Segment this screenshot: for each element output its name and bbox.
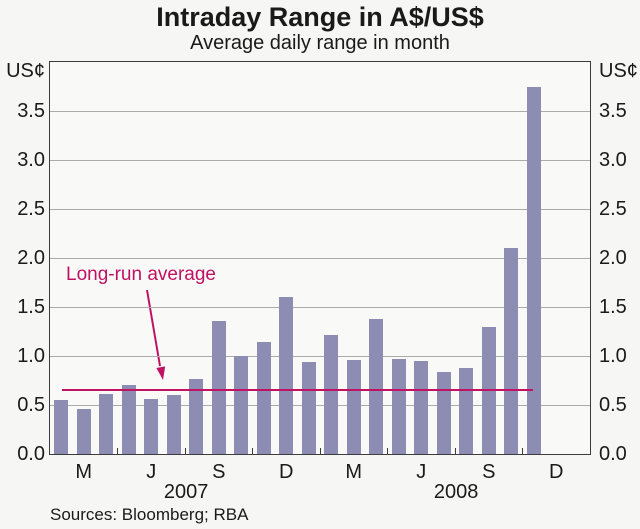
- annotation-arrowhead: [156, 366, 166, 380]
- x-tick-letter: M: [75, 461, 93, 483]
- y-axis-unit-right: US¢: [599, 60, 638, 82]
- x-tick-letter: J: [146, 461, 157, 483]
- gridline: [50, 160, 590, 161]
- x-tick-letter: D: [549, 461, 564, 483]
- bar: [211, 320, 226, 454]
- bar: [391, 358, 406, 454]
- y-tick-label-right: 3.0: [599, 149, 627, 171]
- gridline: [50, 209, 590, 210]
- y-tick-label-left: 2.5: [17, 198, 45, 220]
- bar: [166, 395, 181, 454]
- x-tick-letter: S: [212, 461, 226, 483]
- y-tick-label-right: 0.5: [599, 394, 627, 416]
- quarter-tick: [117, 448, 118, 454]
- x-tick-letter: D: [279, 461, 294, 483]
- chart-subtitle: Average daily range in month: [190, 32, 450, 54]
- quarter-tick: [522, 448, 523, 454]
- x-tick-letter: J: [416, 461, 427, 483]
- bar: [346, 359, 361, 454]
- y-tick-label-right: 0.0: [599, 443, 627, 465]
- gridline: [50, 111, 590, 112]
- bar: [279, 297, 294, 454]
- y-tick-label-right: 1.0: [599, 345, 627, 367]
- x-tick-letter: S: [482, 461, 496, 483]
- gridline: [50, 307, 590, 308]
- chart-title: Intraday Range in A$/US$: [156, 2, 484, 32]
- annotation-label: Long-run average: [66, 264, 216, 285]
- gridline: [50, 258, 590, 259]
- quarter-tick: [387, 448, 388, 454]
- bar: [189, 378, 204, 454]
- y-tick-label-left: 1.5: [17, 296, 45, 318]
- bar: [54, 400, 69, 454]
- annotation-arrow-line: [146, 289, 161, 367]
- bar: [99, 394, 114, 454]
- y-tick-label-right: 2.5: [599, 198, 627, 220]
- y-tick-label-left: 1.0: [17, 345, 45, 367]
- bar: [369, 318, 384, 454]
- bar: [301, 361, 316, 454]
- bar: [436, 371, 451, 454]
- y-tick-label-left: 0.0: [17, 443, 45, 465]
- y-tick-label-right: 1.5: [599, 296, 627, 318]
- y-tick-label-left: 0.5: [17, 394, 45, 416]
- quarter-tick: [319, 448, 321, 454]
- bar: [144, 399, 159, 454]
- sources-note: Sources: Bloomberg; RBA: [50, 505, 249, 524]
- quarter-tick: [454, 448, 456, 454]
- bar: [234, 356, 249, 454]
- y-tick-label-right: 2.0: [599, 247, 627, 269]
- x-tick-letter: M: [345, 461, 363, 483]
- y-tick-label-left: 3.0: [17, 149, 45, 171]
- quarter-tick: [184, 448, 186, 454]
- bar: [526, 87, 541, 454]
- bar: [504, 248, 519, 454]
- gridline: [50, 356, 590, 357]
- bar: [459, 367, 474, 454]
- y-tick-label-left: 3.5: [17, 100, 45, 122]
- y-axis-unit-left: US¢: [6, 60, 45, 82]
- bar: [324, 335, 339, 454]
- gridline: [50, 405, 590, 406]
- bar: [256, 342, 271, 454]
- y-tick-label-right: 3.5: [599, 100, 627, 122]
- plot-area: Long-run average: [49, 61, 591, 455]
- long-run-average-line: [62, 389, 533, 392]
- bar: [76, 408, 91, 454]
- bar: [121, 385, 136, 454]
- year-label: 2008: [433, 481, 479, 503]
- year-label: 2007: [163, 481, 209, 503]
- bar: [414, 360, 429, 454]
- y-tick-label-left: 2.0: [17, 247, 45, 269]
- quarter-tick: [252, 448, 253, 454]
